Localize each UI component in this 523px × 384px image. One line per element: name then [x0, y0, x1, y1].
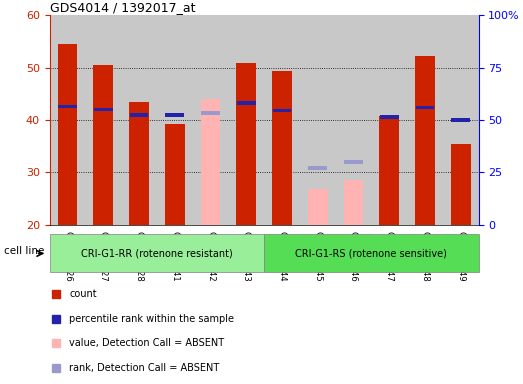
- Bar: [50, 15, 85, 225]
- Bar: [336, 15, 371, 225]
- Bar: [237, 101, 256, 105]
- Bar: [58, 104, 77, 108]
- Text: CRI-G1-RR (rotenone resistant): CRI-G1-RR (rotenone resistant): [81, 248, 233, 258]
- Bar: [415, 56, 435, 225]
- Bar: [407, 15, 443, 225]
- Bar: [371, 15, 407, 225]
- Bar: [380, 115, 399, 119]
- Bar: [451, 144, 471, 225]
- Bar: [129, 102, 149, 225]
- Bar: [157, 15, 192, 225]
- Text: cell line: cell line: [4, 246, 44, 257]
- Bar: [229, 15, 264, 225]
- Bar: [165, 113, 184, 117]
- Bar: [85, 15, 121, 225]
- Bar: [264, 234, 479, 273]
- Bar: [272, 109, 291, 113]
- Bar: [121, 15, 157, 225]
- Bar: [130, 113, 149, 117]
- Bar: [94, 65, 113, 225]
- Bar: [201, 99, 220, 225]
- Text: percentile rank within the sample: percentile rank within the sample: [69, 314, 234, 324]
- Bar: [300, 15, 336, 225]
- Text: value, Detection Call = ABSENT: value, Detection Call = ABSENT: [69, 338, 224, 348]
- Bar: [443, 15, 479, 225]
- Bar: [416, 106, 434, 109]
- Bar: [344, 180, 363, 225]
- Bar: [58, 44, 77, 225]
- Bar: [379, 116, 399, 225]
- Bar: [50, 234, 264, 273]
- Bar: [165, 124, 185, 225]
- Text: GDS4014 / 1392017_at: GDS4014 / 1392017_at: [50, 1, 195, 14]
- Text: CRI-G1-RS (rotenone sensitive): CRI-G1-RS (rotenone sensitive): [295, 248, 447, 258]
- Bar: [451, 118, 470, 122]
- Bar: [272, 71, 292, 225]
- Text: rank, Detection Call = ABSENT: rank, Detection Call = ABSENT: [69, 363, 220, 373]
- Bar: [308, 189, 327, 225]
- Bar: [309, 166, 327, 170]
- Bar: [344, 160, 363, 164]
- Bar: [94, 108, 112, 111]
- Bar: [236, 63, 256, 225]
- Bar: [192, 15, 229, 225]
- Text: count: count: [69, 290, 97, 300]
- Bar: [264, 15, 300, 225]
- Bar: [201, 111, 220, 114]
